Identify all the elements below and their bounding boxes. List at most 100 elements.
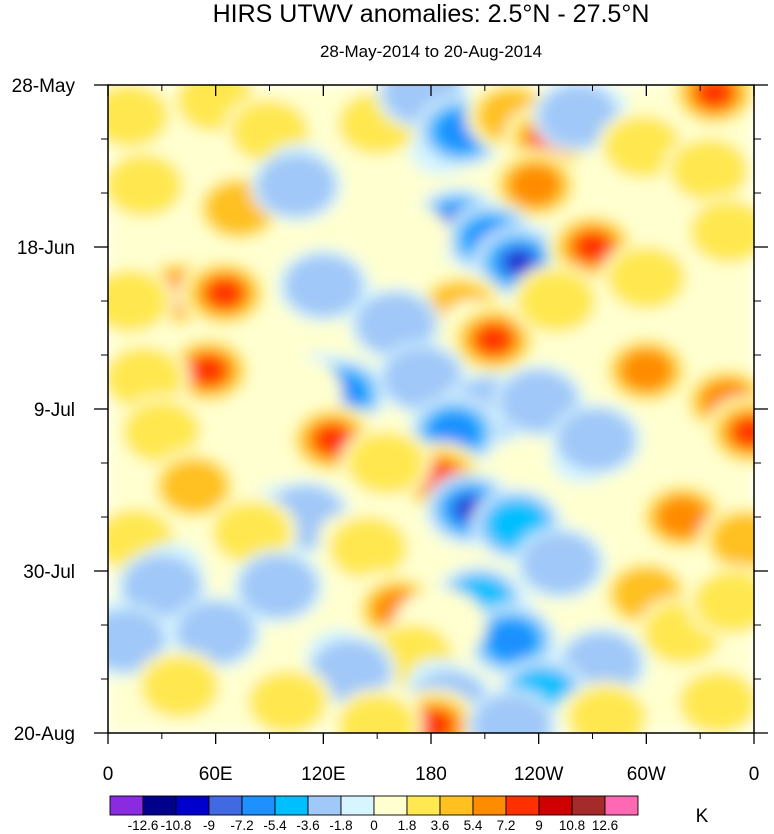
anomaly-blob — [696, 85, 733, 108]
anomaly-blob — [239, 555, 318, 618]
anomaly-field — [108, 85, 754, 733]
colorbar-swatch — [472, 795, 507, 816]
colorbar-label: -3.6 — [296, 818, 319, 833]
x-tick-label: 0 — [103, 764, 114, 785]
anomaly-blob — [472, 694, 551, 733]
anomaly-blob — [603, 115, 682, 178]
anomaly-blob — [507, 253, 530, 272]
anomaly-blob — [357, 225, 423, 278]
x-tick-label: 60E — [199, 764, 233, 785]
anomaly-blob — [108, 609, 165, 672]
colorbar-label: -7.2 — [230, 818, 253, 833]
colorbar-label: 7.2 — [497, 818, 516, 833]
anomaly-blob — [689, 200, 754, 263]
chart-subtitle: 28-May-2014 to 20-Aug-2014 — [320, 42, 542, 61]
anomaly-blob — [416, 710, 453, 733]
colorbar-swatch — [109, 795, 144, 816]
colorbar-swatch — [340, 795, 375, 816]
anomaly-blob — [284, 254, 363, 317]
colorbar-swatch — [274, 795, 309, 816]
colorbar-label: -5.4 — [263, 818, 287, 833]
anomaly-blob — [108, 85, 169, 148]
anomaly-blob — [356, 292, 435, 356]
colorbar-swatch — [142, 795, 177, 816]
anomaly-blob — [679, 670, 754, 733]
x-tick-label: 120E — [301, 764, 345, 785]
colorbar-label: -10.8 — [161, 818, 192, 833]
y-tick-label: 20-Aug — [14, 724, 75, 745]
anomaly-blob — [657, 497, 708, 537]
colorbar-swatch — [307, 795, 342, 816]
anomaly-blob — [557, 408, 636, 472]
colorbar-swatch — [439, 795, 474, 816]
anomaly-blob — [248, 670, 327, 733]
colorbar-label: 0 — [370, 818, 378, 833]
anomaly-blob — [122, 555, 201, 618]
anomaly-blob — [621, 350, 672, 391]
anomaly-blob — [212, 501, 291, 564]
y-tick-label: 18-Jun — [17, 238, 75, 259]
axes: 0 60E 120E 180 120W 60W 0 28-May 18-Jun 9-Jul 30-J… — [12, 76, 768, 785]
anomaly-blob — [108, 346, 183, 410]
anomaly-blob — [140, 655, 219, 718]
x-tick-label: 120W — [514, 764, 564, 785]
chart-title: HIRS UTWV anomalies: 2.5°N - 27.5°N — [213, 0, 650, 28]
colorbar-label: 10.8 — [559, 818, 585, 833]
anomaly-blob — [206, 278, 243, 308]
colorbar-swatch — [373, 795, 408, 816]
y-tick-label: 30-Jul — [23, 562, 75, 583]
anomaly-blob — [176, 601, 255, 664]
colorbar-swatch — [175, 795, 210, 816]
anomaly-blob — [732, 417, 754, 447]
colorbar-label: 3.6 — [431, 818, 450, 833]
anomaly-blob — [162, 460, 227, 512]
anomaly-blob — [108, 269, 169, 333]
colorbar-label: -9 — [203, 818, 215, 833]
anomaly-blob — [713, 514, 754, 566]
anomaly-blob — [314, 425, 351, 455]
anomaly-blob — [257, 154, 336, 217]
anomaly-blob — [486, 620, 537, 661]
anomaly-blob — [475, 325, 512, 354]
anomaly-blob — [521, 532, 600, 595]
anomaly-blob — [338, 694, 417, 733]
y-tick-label: 9-Jul — [34, 400, 75, 421]
anomaly-blob — [190, 356, 227, 385]
anomaly-blob — [311, 640, 390, 703]
colorbar-label: 9 — [535, 818, 543, 833]
colorbar-unit: K — [696, 806, 709, 827]
anomaly-blob — [108, 154, 183, 217]
colorbar-swatch — [208, 795, 243, 816]
anomaly-blob — [693, 570, 754, 634]
anomaly-blob — [567, 686, 646, 733]
anomaly-blob — [122, 400, 201, 464]
colorbar-swatch — [505, 795, 540, 816]
colorbar-swatch — [406, 795, 441, 816]
colorbar-label: -12.6 — [128, 818, 159, 833]
colorbar-swatch — [604, 795, 639, 816]
colorbar-label: 5.4 — [464, 818, 483, 833]
anomaly-blob — [574, 232, 611, 262]
anomaly-blob — [510, 165, 561, 206]
anomaly-blob — [670, 138, 749, 202]
colorbar-swatch — [241, 795, 276, 816]
x-tick-label: 0 — [749, 764, 760, 785]
anomaly-blob — [607, 246, 686, 310]
colorbar-swatch — [538, 795, 573, 816]
anomaly-blob — [499, 370, 578, 433]
colorbar-label: 1.8 — [398, 818, 417, 833]
anomaly-blob — [539, 85, 618, 148]
colorbar-label: -1.8 — [329, 818, 352, 833]
colorbar-label: 12.6 — [592, 818, 618, 833]
anomaly-blob — [517, 269, 596, 333]
y-tick-label: 28-May — [12, 76, 76, 97]
anomaly-blob — [329, 516, 408, 580]
field-blobs — [108, 85, 754, 733]
x-tick-label: 180 — [415, 764, 447, 785]
anomaly-blob — [383, 346, 462, 410]
x-tick-label: 60W — [627, 764, 666, 785]
colorbar-swatch — [571, 795, 606, 816]
colorbar: -12.6 -10.8 -9 -7.2 -5.4 -3.6 -1.8 0 1.8 3.6 5.4 7.… — [109, 795, 639, 833]
anomaly-blob — [347, 431, 426, 495]
